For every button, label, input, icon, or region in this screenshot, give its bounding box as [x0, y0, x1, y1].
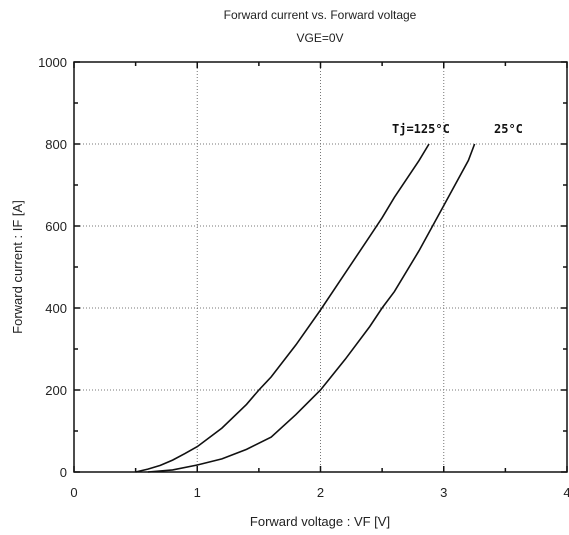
- y-tick-label: 0: [60, 465, 67, 480]
- y-axis-label: Forward current : IF [A]: [10, 200, 25, 334]
- x-tick-label: 0: [70, 485, 77, 500]
- x-axis-label: Forward voltage : VF [V]: [250, 514, 390, 529]
- y-tick-label: 600: [45, 219, 67, 234]
- series-label-tj125: Tj=125°C: [392, 122, 450, 136]
- chart-title: Forward current vs. Forward voltage: [224, 8, 417, 22]
- y-tick-label: 1000: [38, 55, 67, 70]
- series-label-25c: 25°C: [494, 122, 523, 136]
- chart-subtitle: VGE=0V: [296, 31, 343, 45]
- series-line-1: [147, 143, 476, 473]
- x-tick-label: 1: [194, 485, 201, 500]
- y-tick-label: 200: [45, 383, 67, 398]
- series-curves: [135, 143, 476, 473]
- x-tick-label: 3: [440, 485, 447, 500]
- y-tick-label: 400: [45, 301, 67, 316]
- x-tick-label: 4: [563, 485, 569, 500]
- x-tick-label: 2: [317, 485, 324, 500]
- series-line-0: [135, 143, 430, 473]
- axis-ticks: 0 1 2 3 4 0 200 400 600 800 1000: [38, 55, 569, 500]
- y-tick-label: 800: [45, 137, 67, 152]
